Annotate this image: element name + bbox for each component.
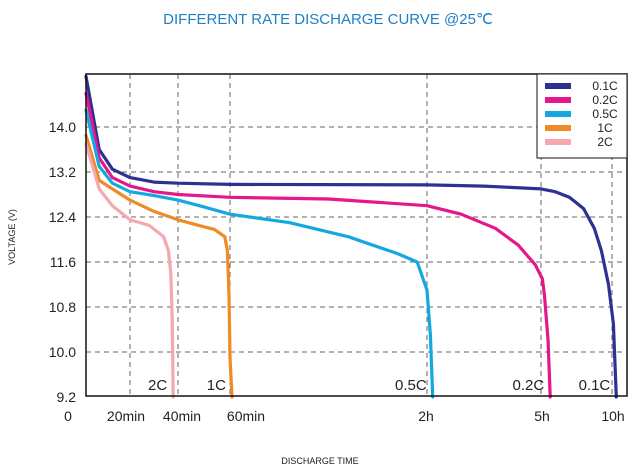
x-tick-label: 10h	[601, 408, 624, 424]
y-tick-label: 12.4	[49, 209, 76, 225]
y-tick-label: 10.8	[49, 299, 76, 315]
x-tick-label: 60min	[227, 408, 265, 424]
curve-end-label: 2C	[148, 377, 167, 394]
legend-swatch	[545, 97, 571, 103]
y-tick-label: 9.2	[57, 389, 77, 405]
series-line-0_2C	[84, 91, 552, 399]
y-tick-label: 10.0	[49, 344, 76, 360]
legend-entry: 0.1C	[592, 79, 618, 93]
curve-end-label: 0.1C	[579, 377, 611, 394]
curve-end-label: 1C	[207, 377, 226, 394]
x-tick-label: 0	[64, 408, 72, 424]
x-tick-label: 40min	[163, 408, 201, 424]
series-line-0_5C	[84, 108, 435, 399]
legend-swatch	[545, 111, 571, 117]
y-tick-labels: 9.2 10.0 10.8 11.6 12.4 13.2 14.0	[49, 119, 76, 405]
series-line-1C	[84, 133, 234, 399]
grid	[86, 74, 627, 396]
x-tick-label: 2h	[418, 408, 434, 424]
legend-entry: 1C	[597, 121, 613, 135]
series-line-2C	[84, 142, 175, 399]
legend-entry: 0.5C	[592, 107, 618, 121]
curve-end-label: 0.5C	[395, 377, 427, 394]
x-tick-labels: 0 20min 40min 60min 2h 5h 10h	[64, 408, 625, 424]
y-axis-label: VOLTAGE (V)	[7, 209, 17, 265]
x-tick-label: 5h	[534, 408, 550, 424]
legend-entry: 2C	[597, 135, 613, 149]
series-lines	[84, 74, 618, 399]
legend-swatch	[545, 83, 571, 89]
curve-end-labels: 0.1C 0.2C 0.5C 1C 2C	[148, 377, 610, 394]
x-tick-label: 20min	[107, 408, 145, 424]
series-line-0_1C	[84, 74, 618, 399]
y-tick-label: 13.2	[49, 164, 76, 180]
curve-end-label: 0.2C	[513, 377, 545, 394]
legend-swatch	[545, 139, 571, 145]
y-tick-label: 11.6	[50, 254, 76, 270]
legend-swatch	[545, 125, 571, 131]
chart-title: DIFFERENT RATE DISCHARGE CURVE @25℃	[163, 11, 493, 28]
plot-frame	[85, 73, 628, 397]
x-axis-label: DISCHARGE TIME	[281, 456, 358, 466]
y-tick-label: 14.0	[49, 119, 76, 135]
legend-entry: 0.2C	[592, 93, 618, 107]
